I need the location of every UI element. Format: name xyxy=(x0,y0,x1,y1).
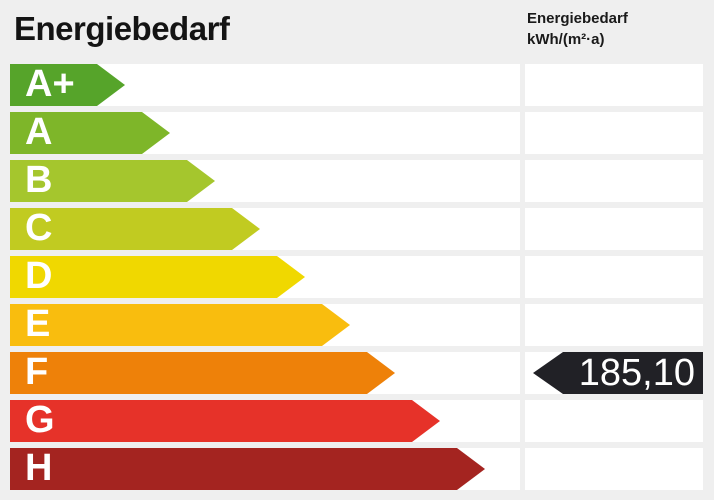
unit-header: Energiebedarf kWh/(m²·a) xyxy=(527,8,628,50)
scale-row-h: H xyxy=(10,448,704,490)
scale-bar: F xyxy=(10,352,395,394)
scale-class-label: F xyxy=(25,351,49,393)
scale-row-a: A xyxy=(10,112,704,154)
scale-bar: H xyxy=(10,448,485,490)
value-cell xyxy=(525,64,703,106)
value-cell xyxy=(525,400,703,442)
page-title: Energiebedarf xyxy=(14,10,230,47)
scale-bar: G xyxy=(10,400,440,442)
value-cell xyxy=(525,112,703,154)
unit-header-unit: kWh/(m²·a) xyxy=(527,31,605,48)
value-marker: 185,10 xyxy=(533,352,703,394)
unit-header-title: Energiebedarf xyxy=(527,10,628,27)
scale-row-b: B xyxy=(10,160,704,202)
scale-row-d: D xyxy=(10,256,704,298)
scale-bar: A xyxy=(10,112,170,154)
scale-bar: D xyxy=(10,256,305,298)
scale-class-label: G xyxy=(25,399,55,441)
scale-row-c: C xyxy=(10,208,704,250)
value-cell xyxy=(525,256,703,298)
scale-bar: E xyxy=(10,304,350,346)
scale-class-label: C xyxy=(25,207,53,249)
scale-rows: A+ A B C D xyxy=(10,64,704,496)
scale-row-a-plus: A+ xyxy=(10,64,704,106)
scale-class-label: A+ xyxy=(25,63,75,105)
scale-class-label: A xyxy=(25,111,53,153)
value-cell xyxy=(525,448,703,490)
scale-bar: C xyxy=(10,208,260,250)
value-text: 185,10 xyxy=(578,352,695,394)
value-cell xyxy=(525,304,703,346)
scale-class-label: E xyxy=(25,303,51,345)
value-cell xyxy=(525,160,703,202)
value-cell xyxy=(525,208,703,250)
scale-class-label: B xyxy=(25,159,53,201)
scale-bar: A+ xyxy=(10,64,125,106)
scale-row-g: G xyxy=(10,400,704,442)
scale-class-label: D xyxy=(25,255,53,297)
scale-bar: B xyxy=(10,160,215,202)
scale-class-label: H xyxy=(25,447,53,489)
scale-row-e: E xyxy=(10,304,704,346)
